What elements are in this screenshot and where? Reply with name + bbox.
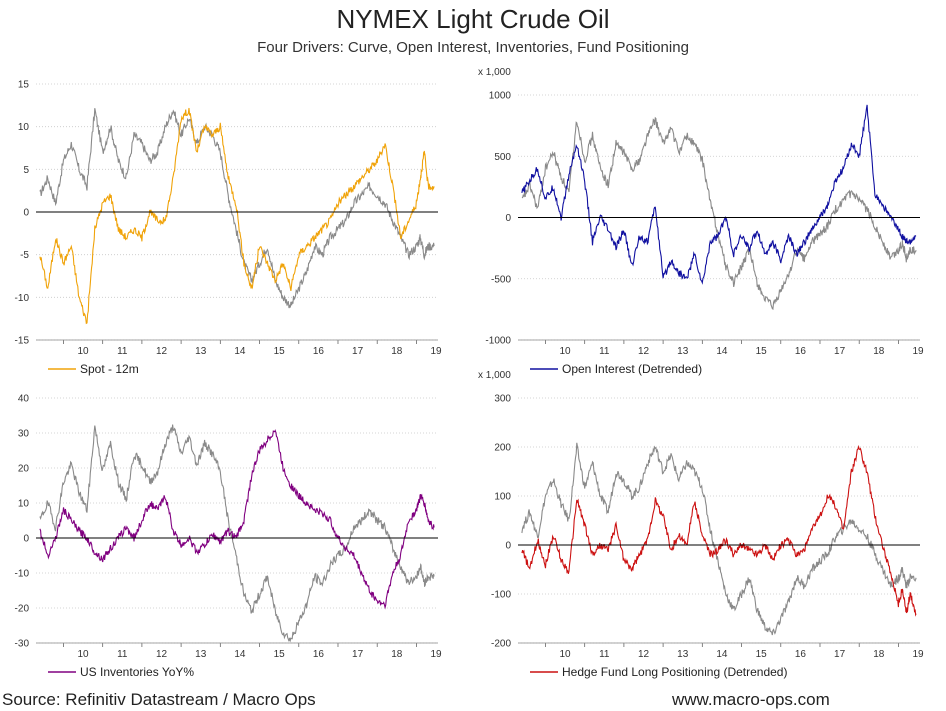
x-tick-label: 11: [599, 346, 610, 357]
y-tick-label: -10: [15, 569, 30, 580]
x-tick-label: 10: [560, 346, 572, 357]
y-tick-label: 200: [494, 443, 511, 454]
y-tick-label: 500: [494, 152, 511, 163]
chart-inventories: 40 30 20 10 0 -10 -20 -30 10 11 12 13 14 15 16 17 18 19 US…: [15, 394, 442, 680]
y-tick-label: -100: [491, 590, 511, 601]
x-tick-label: 14: [234, 649, 246, 660]
x-tick-label: 17: [352, 346, 364, 357]
legend-label: Open Interest (Detrended): [562, 362, 702, 376]
x-tick-label: 19: [912, 649, 924, 660]
x-tick-label: 11: [117, 346, 128, 357]
series-line-grey-price: [521, 442, 917, 636]
series-line-grey-price: [39, 424, 435, 643]
legend-label: Spot - 12m: [80, 362, 139, 376]
x-tick-label: 18: [391, 346, 403, 357]
y-tick-label: 30: [18, 429, 30, 440]
y-tick-label: 5: [23, 165, 29, 176]
x-tick-label: 18: [391, 649, 403, 660]
x-tick-label: 10: [78, 346, 90, 357]
x-tick-label: 16: [795, 649, 807, 660]
x-tick-label: 16: [795, 346, 807, 357]
x-tick-label: 13: [195, 346, 207, 357]
x-tick-label: 19: [430, 649, 442, 660]
x-tick-label: 17: [834, 649, 846, 660]
x-tick-label: 16: [313, 346, 325, 357]
y-tick-label: 40: [18, 394, 30, 405]
chart-spot: 15 10 5 0 -5 -10 -15 10 11 12 13 14 15 16 17 18 19 Spot -…: [15, 80, 442, 377]
x-tick-label: 12: [638, 346, 650, 357]
y-tick-label: -200: [491, 639, 511, 650]
x-tick-label: 14: [716, 649, 728, 660]
x-tick-label: 19: [912, 346, 924, 357]
series-line-grey-price: [521, 116, 917, 311]
y-tick-label: 20: [18, 464, 30, 475]
page-title: NYMEX Light Crude Oil: [336, 4, 610, 34]
x-tick-label: 12: [156, 649, 168, 660]
page-subtitle: Four Drivers: Curve, Open Interest, Inve…: [257, 39, 689, 56]
y-tick-label: -20: [15, 604, 30, 615]
y-tick-label: -10: [15, 293, 30, 304]
unit-label: x 1,000: [478, 370, 511, 381]
x-tick-label: 18: [873, 346, 885, 357]
y-tick-label: -15: [15, 336, 30, 347]
x-tick-label: 13: [195, 649, 207, 660]
y-tick-label: 100: [494, 492, 511, 503]
chart-open_interest: 1000 500 0 -500 -1000 10 11 12 13 14 15 16 17 18 19 x 1…: [478, 67, 924, 376]
x-tick-label: 17: [352, 649, 364, 660]
source-note: Source: Refinitiv Datastream / Macro Ops: [2, 690, 316, 709]
unit-label: x 1,000: [478, 67, 511, 78]
x-tick-label: 10: [560, 649, 572, 660]
series-line-hedge_fund: [521, 444, 917, 617]
x-tick-label: 11: [599, 649, 610, 660]
series-line-inventories: [39, 429, 435, 610]
x-tick-label: 16: [313, 649, 325, 660]
x-tick-label: 14: [234, 346, 246, 357]
y-tick-label: 0: [23, 208, 29, 219]
x-tick-label: 12: [156, 346, 168, 357]
x-tick-label: 19: [430, 346, 442, 357]
x-tick-label: 17: [834, 346, 846, 357]
y-tick-label: 1000: [489, 91, 512, 102]
website-note: www.macro-ops.com: [672, 690, 830, 709]
y-tick-label: 0: [505, 213, 511, 224]
x-tick-label: 12: [638, 649, 650, 660]
x-tick-label: 18: [873, 649, 885, 660]
legend-label: Hedge Fund Long Positioning (Detrended): [562, 665, 787, 679]
y-tick-label: -1000: [485, 336, 511, 347]
x-tick-label: 10: [78, 649, 90, 660]
series-line-grey-price: [39, 108, 435, 309]
y-tick-label: 0: [23, 534, 29, 545]
x-tick-label: 11: [117, 649, 128, 660]
x-tick-label: 13: [677, 649, 689, 660]
series-line-open_interest: [521, 104, 917, 285]
y-tick-label: 15: [18, 80, 30, 91]
x-tick-label: 15: [756, 649, 768, 660]
x-tick-label: 15: [756, 346, 768, 357]
legend-label: US Inventories YoY%: [80, 665, 194, 679]
y-tick-label: 300: [494, 394, 511, 405]
y-tick-label: -30: [15, 639, 30, 650]
series-line-spot: [39, 107, 435, 325]
y-tick-label: -500: [491, 274, 511, 285]
x-tick-label: 14: [716, 346, 728, 357]
chart-hedge_fund: 300 200 100 0 -100 -200 10 11 12 13 14 15 16 17 18 19 x …: [478, 370, 924, 679]
y-tick-label: 0: [505, 541, 511, 552]
x-tick-label: 15: [274, 346, 286, 357]
y-tick-label: -5: [20, 250, 29, 261]
x-tick-label: 15: [274, 649, 286, 660]
y-tick-label: 10: [18, 122, 30, 133]
x-tick-label: 13: [677, 346, 689, 357]
y-tick-label: 10: [18, 499, 30, 510]
